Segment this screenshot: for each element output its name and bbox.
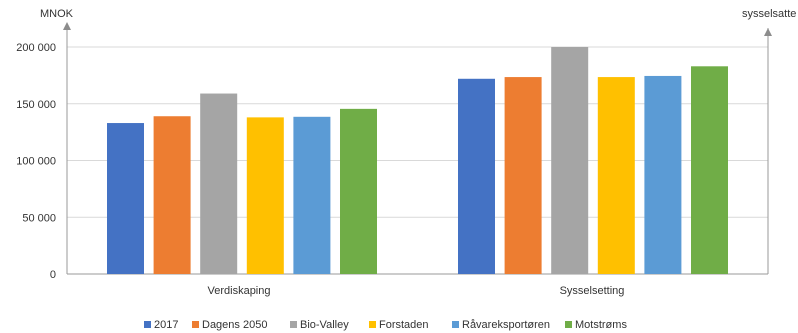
- bar: [644, 75, 682, 274]
- bars: [107, 47, 728, 275]
- legend-label: 2017: [154, 319, 178, 331]
- category-labels: Verdiskaping Sysselsetting: [208, 285, 625, 297]
- legend: 2017 Dagens 2050 Bio-Valley Forstaden Råvare…: [144, 319, 627, 331]
- legend-swatch: [144, 321, 151, 328]
- right-axis-title: sysselsatte: [742, 8, 796, 20]
- legend-swatch: [192, 321, 199, 328]
- bar: [107, 123, 144, 274]
- bar: [691, 66, 728, 274]
- y-tick-labels: 0 50 000 100 000 150 000 200 000: [16, 42, 56, 281]
- y-tick-label: 150 000: [16, 99, 56, 111]
- left-axis-arrow: [63, 22, 71, 30]
- legend-label: Forstaden: [379, 319, 429, 331]
- y-tick-label: 100 000: [16, 156, 56, 168]
- category-label: Sysselsetting: [560, 285, 625, 297]
- bar: [293, 116, 331, 275]
- bar: [458, 78, 495, 274]
- legend-swatch: [369, 321, 376, 328]
- bar: [153, 116, 191, 274]
- legend-label: Dagens 2050: [202, 319, 267, 331]
- right-axis-arrow: [764, 28, 772, 36]
- bar: [551, 47, 589, 274]
- legend-swatch: [290, 321, 297, 328]
- legend-label: Råvareksportøren: [462, 319, 550, 331]
- bar: [340, 108, 377, 274]
- bar: [246, 117, 284, 275]
- legend-label: Motstrøms: [575, 319, 627, 331]
- y-tick-label: 0: [50, 269, 56, 281]
- legend-swatch: [452, 321, 459, 328]
- legend-label: Bio-Valley: [300, 319, 349, 331]
- bar: [597, 77, 635, 274]
- category-label: Verdiskaping: [208, 285, 271, 297]
- left-axis-title: MNOK: [40, 8, 74, 20]
- bar: [504, 77, 542, 274]
- axes: MNOK sysselsatte: [40, 8, 796, 275]
- bar: [200, 93, 238, 274]
- legend-swatch: [565, 321, 572, 328]
- y-tick-label: 200 000: [16, 42, 56, 54]
- y-tick-label: 50 000: [22, 212, 56, 224]
